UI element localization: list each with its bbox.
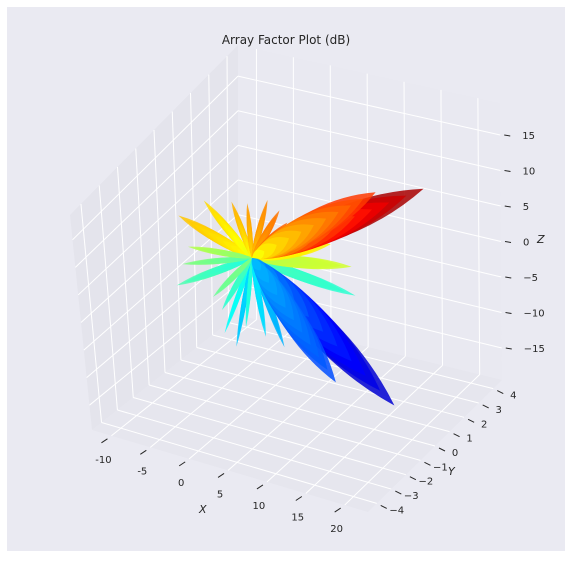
chart-title: Array Factor Plot (dB) [222, 33, 350, 47]
z-tick-label: −15 [524, 344, 545, 355]
x-axis-label: X [198, 503, 207, 516]
y-tick-label: −4 [389, 505, 404, 516]
y-tick-label: −3 [404, 491, 419, 502]
y-tick-label: 3 [496, 405, 502, 416]
x-tick-label: 15 [291, 513, 304, 524]
y-tick-label: −1 [433, 462, 448, 473]
z-tick-label: 0 [523, 238, 529, 249]
x-tick-label: -10 [95, 455, 111, 466]
z-tick-label: −10 [524, 309, 545, 320]
y-tick-label: 0 [452, 448, 458, 459]
y-tick-label: 2 [481, 419, 487, 430]
x-tick-label: 10 [253, 501, 266, 512]
y-tick-label: 1 [466, 434, 472, 445]
z-axis-label: Z [536, 233, 545, 246]
x-tick-label: 20 [330, 524, 343, 535]
x-tick-label: 5 [217, 489, 223, 500]
z-tick-label: 10 [522, 166, 535, 177]
z-tick-label: 5 [523, 202, 529, 213]
z-tick-label: 15 [522, 131, 535, 142]
z-tick-label: −5 [523, 273, 538, 284]
y-tick-label: −2 [418, 477, 433, 488]
x-tick-label: 0 [178, 478, 184, 489]
x-tick-label: -5 [137, 466, 147, 477]
y-tick-label: 4 [510, 391, 516, 402]
